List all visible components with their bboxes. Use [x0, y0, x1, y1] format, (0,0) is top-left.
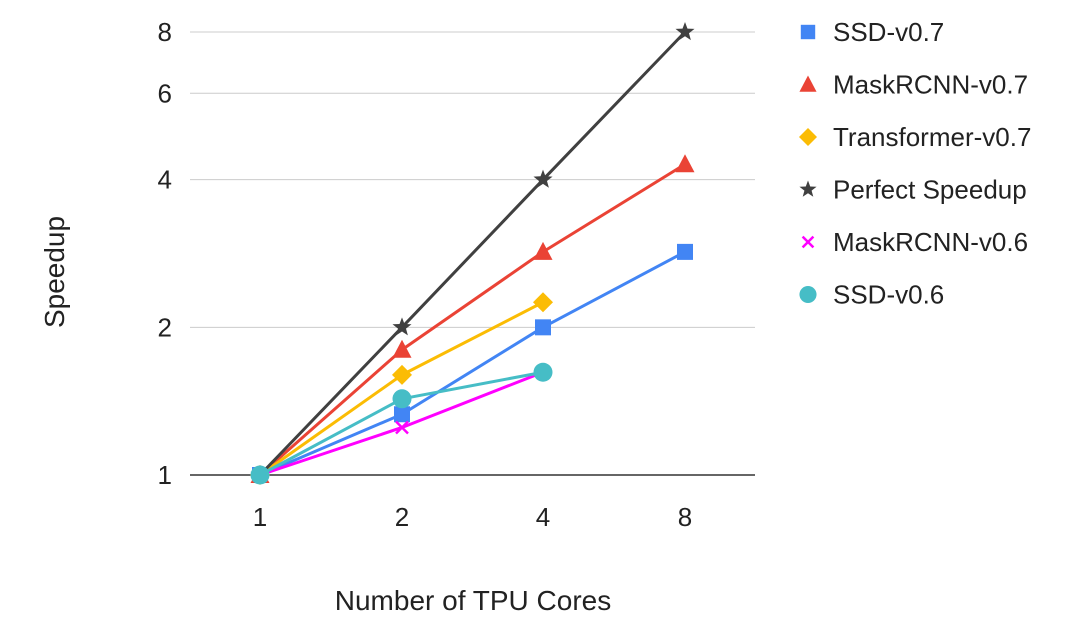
data-point: [250, 465, 270, 485]
data-point: [533, 362, 553, 382]
legend-label: SSD-v0.7: [833, 17, 944, 47]
grid: [190, 31, 755, 476]
legend-label: MaskRCNN-v0.6: [833, 227, 1028, 257]
legend-marker: [801, 235, 815, 249]
legend-item: SSD-v0.7: [800, 17, 944, 47]
series-line: [258, 30, 687, 477]
series-perfect-speedup: [250, 22, 695, 484]
x-tick-label: 2: [395, 502, 409, 532]
y-tick-label: 4: [158, 165, 172, 195]
legend-item: MaskRCNN-v0.7: [799, 70, 1028, 100]
legend-item: SSD-v0.6: [799, 280, 944, 310]
legend-item: Transformer-v0.7: [799, 122, 1031, 152]
data-point: [394, 406, 410, 423]
legend-marker: [799, 180, 817, 197]
legend-label: SSD-v0.6: [833, 280, 944, 310]
legend-marker: [800, 24, 816, 40]
x-tick-label: 1: [253, 502, 267, 532]
y-axis-title: Speedup: [39, 216, 70, 328]
legend-label: Perfect Speedup: [833, 175, 1027, 205]
series-ssd-v0-7: [252, 243, 693, 483]
y-tick-label: 8: [158, 17, 172, 47]
data-point: [675, 154, 695, 173]
data-point: [392, 339, 412, 358]
series-ssd-v0-6: [250, 362, 553, 485]
series-layer: [250, 22, 695, 485]
legend-marker: [799, 128, 817, 146]
legend-item: MaskRCNN-v0.6: [801, 227, 1028, 257]
tick-labels: 1 2 4 6 8 1 2 4 8: [158, 17, 693, 532]
data-point: [392, 389, 412, 409]
data-point: [392, 364, 412, 385]
series-line: [259, 370, 544, 477]
data-point: [675, 22, 695, 41]
data-point: [392, 317, 412, 336]
legend-item: Perfect Speedup: [799, 175, 1027, 205]
y-tick-label: 1: [158, 460, 172, 490]
legend-label: Transformer-v0.7: [833, 122, 1031, 152]
legend-marker: [799, 75, 817, 92]
data-point: [533, 292, 553, 313]
data-point: [533, 241, 553, 260]
legend-label: MaskRCNN-v0.7: [833, 70, 1028, 100]
legend: SSD-v0.7 MaskRCNN-v0.7 Transformer-v0.7 Per…: [799, 17, 1031, 310]
y-tick-label: 6: [158, 78, 172, 108]
series-line: [259, 250, 686, 477]
data-point: [395, 420, 409, 435]
series-line: [259, 162, 686, 477]
y-tick-label: 2: [158, 312, 172, 342]
x-tick-label: 4: [536, 502, 550, 532]
data-point: [533, 169, 553, 188]
data-point: [535, 319, 551, 336]
x-tick-label: 8: [678, 502, 692, 532]
legend-marker: [799, 285, 817, 304]
x-axis-title: Number of TPU Cores: [335, 585, 611, 616]
data-point: [677, 243, 693, 260]
